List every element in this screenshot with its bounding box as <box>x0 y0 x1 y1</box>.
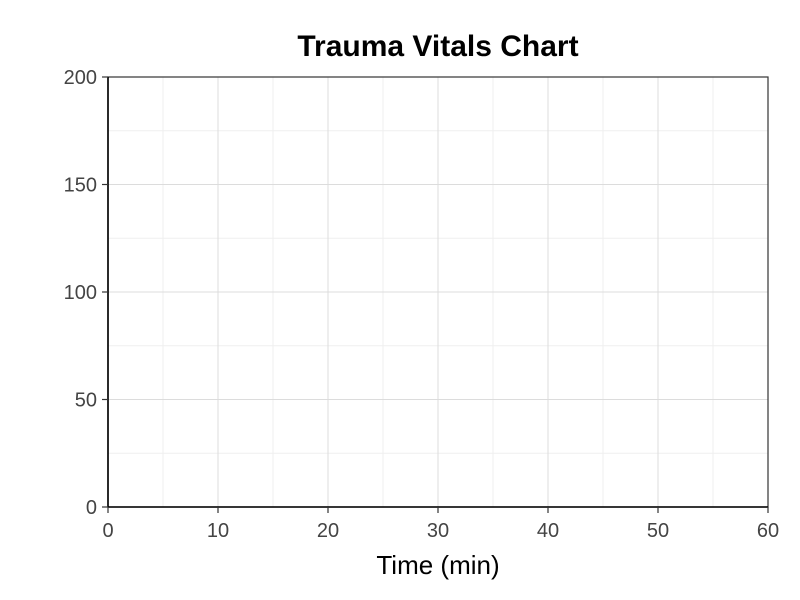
axes: 0 10 20 30 40 50 60 0 50 100 150 200 <box>64 67 780 542</box>
chart-title: Trauma Vitals Chart <box>297 30 578 63</box>
y-tick-label: 150 <box>64 175 97 197</box>
x-tick-label: 60 <box>757 520 779 542</box>
x-axis-label: Time (min) <box>376 550 499 580</box>
y-tick-label: 0 <box>86 497 97 519</box>
x-tick-label: 0 <box>102 520 113 542</box>
y-tick-label: 200 <box>64 67 97 89</box>
x-tick-label: 40 <box>537 520 559 542</box>
y-tick-label: 100 <box>64 282 97 304</box>
x-tick-label: 50 <box>647 520 669 542</box>
x-tick-label: 30 <box>427 520 449 542</box>
grid <box>107 76 769 508</box>
y-tick-label: 50 <box>75 390 97 412</box>
x-tick-label: 20 <box>317 520 339 542</box>
x-tick-label: 10 <box>207 520 229 542</box>
